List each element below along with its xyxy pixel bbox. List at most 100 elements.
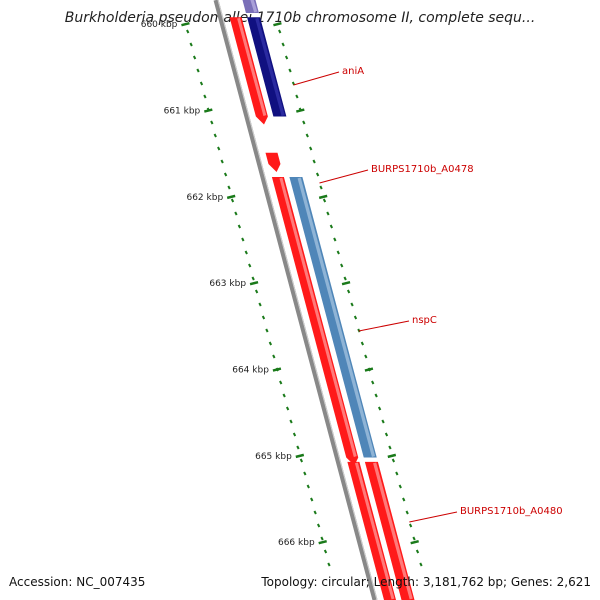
tick-dot-left [299,458,304,463]
tick-dot-left [306,484,310,489]
feature-label-ania: aniA [293,66,364,86]
tick-dot-left [303,471,307,476]
tick-dot-right [364,354,368,359]
tick-dot-right [391,458,396,463]
tick-dot-left [213,133,217,138]
tick-dot-right [405,510,409,515]
feature-nspc [289,176,377,458]
tick-dot-left [196,68,200,73]
tick-dot-right [336,250,340,255]
tick-dot-right [322,198,327,203]
scale-ticks-layer: 660 kbp 661 kbp 662 kbp 663 kbp 664 kbp 665 k… [141,20,419,548]
tick-dot-left [292,432,297,437]
tick-dot-right [340,263,344,268]
tick-dot-left [186,29,190,34]
tick-dot-left [220,159,224,164]
feature-burps1710b-a0478 [265,152,281,173]
scale-label: 663 kbp [209,279,246,289]
tick-dot-right [381,419,385,424]
feature-burps1710b-a0480-highlight [373,462,413,600]
cds-segment-1-body [229,17,268,125]
tick-dot-left [258,302,262,307]
tick-dot-right [284,55,289,60]
tick-dot-left [227,185,231,190]
feature-unnamed-0 [242,0,259,13]
tick-dot-right [319,185,323,190]
tick-dot-right [353,315,358,320]
tick-dot-right [402,497,406,502]
major-tick [272,367,282,372]
feature-label-text: BURPS1710b_A0478 [371,164,474,175]
tick-dot-left [199,81,204,86]
leader-line [293,71,340,86]
major-tick [295,453,305,459]
tick-dot-left [320,536,324,541]
tick-dot-left [316,523,321,528]
tick-dot-left [192,55,197,60]
major-tick [318,539,327,545]
tick-dot-left [203,94,207,99]
tick-dot-left [282,393,286,398]
tick-dot-left [279,380,283,385]
feature-label-text: aniA [342,66,364,77]
tick-dot-right [377,406,382,411]
tick-dot-right [346,289,351,294]
tick-dot-left [268,341,273,346]
feature-label-burps1710b-a0480: BURPS1710b_A0480 [409,506,563,523]
tick-dot-right [408,523,413,528]
tick-dot-right [281,42,285,47]
major-tick-right [318,194,328,200]
tick-dot-right [329,224,334,229]
tick-dot-right [309,146,313,151]
feature-label-text: nspC [412,315,437,326]
feature-ania [247,17,287,117]
tick-dot-left [210,120,214,125]
tick-dot-left [272,354,276,359]
leader-line [358,320,410,332]
feature-burps1710b-a0480 [364,461,415,600]
leader-line [409,511,458,523]
tick-dot-left [296,445,300,450]
major-tick-right [341,280,351,286]
tick-dot-left [230,198,235,203]
cds-segment-2 [271,176,359,466]
backbone-layer [213,0,378,600]
tick-dot-right [278,29,282,34]
cds-segment-1 [229,17,268,125]
tick-dot-right [371,380,375,385]
scale-label: 666 kbp [278,538,315,548]
feature-unnamed-0-highlight [250,0,258,13]
tick-dot-right [333,237,337,242]
tick-dot-left [313,510,317,515]
scale-label: 665 kbp [255,452,292,462]
tick-dot-left [248,263,252,268]
major-tick-right [364,367,374,372]
tick-dot-right [305,133,309,138]
tick-dot-right [415,549,420,554]
accession-text: Accession: NC_007435 [9,575,146,589]
tick-dot-left [251,276,255,281]
cds-segment-2-body [271,176,359,466]
feature-labels-layer: aniA BURPS1710b_A0478 nspC BURPS1710b_A0480 [293,66,563,523]
major-tick [181,22,190,27]
major-tick [249,280,259,286]
tick-dot-left [241,237,245,242]
cds-segment-3 [347,461,396,600]
major-tick-right [410,539,419,545]
tick-dot-left [327,562,331,567]
major-tick [203,108,213,113]
major-tick [226,194,236,200]
tick-dot-right [412,536,416,541]
scale-label: 664 kbp [232,366,269,376]
major-tick-right [273,22,282,27]
major-tick-right [295,108,305,113]
tick-dot-left [244,250,248,255]
tick-dot-right [395,471,399,476]
feature-layer [229,0,415,600]
tick-dot-right [350,302,354,307]
tick-dot-left [217,146,221,151]
tick-dot-left [323,549,328,554]
map-title: Burkholderia pseudomallei 1710b chromoso… [64,10,536,26]
